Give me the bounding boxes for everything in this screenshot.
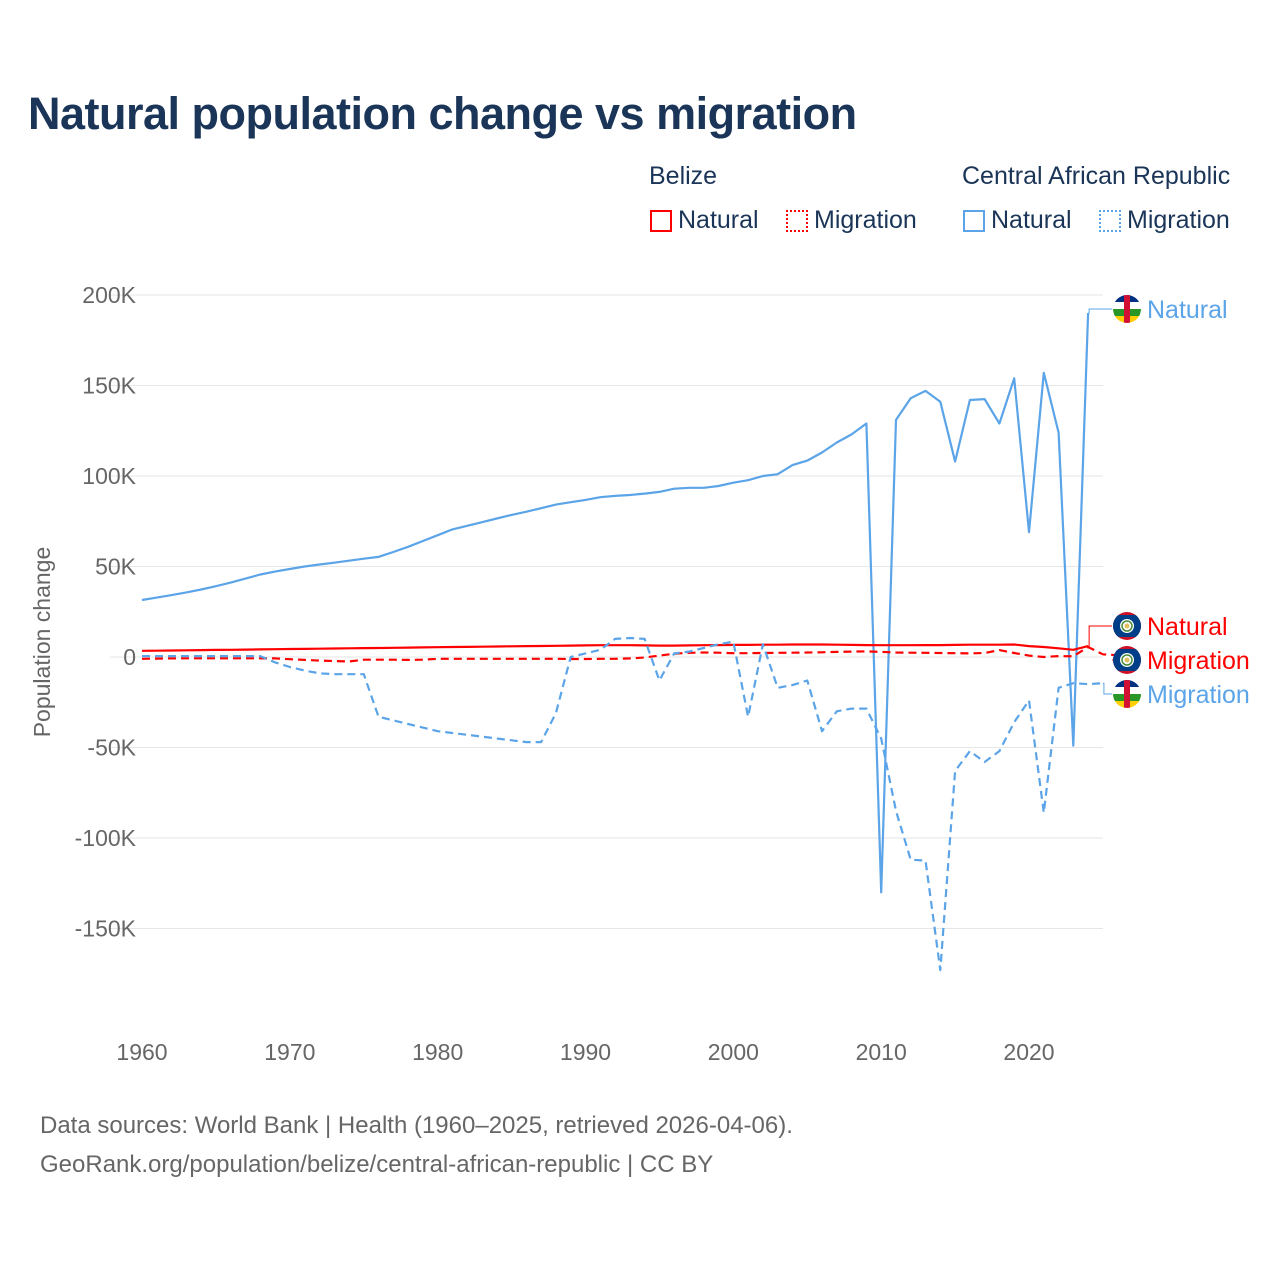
car-flag-icon: [1113, 295, 1141, 323]
y-axis-label: Population change: [29, 547, 55, 738]
x-tick-label: 2020: [1003, 1039, 1054, 1065]
y-tick-label: 100K: [82, 463, 136, 489]
y-tick-label: 200K: [82, 282, 136, 308]
series-end-label: Natural: [1147, 296, 1228, 324]
legend-car-natural[interactable]: Natural: [963, 206, 1072, 235]
label-connector: [1102, 682, 1112, 695]
belize-flag-icon: [1113, 646, 1141, 674]
x-tick-label: 1980: [412, 1039, 463, 1065]
source-link[interactable]: GeoRank.org/population/belize/central-af…: [40, 1151, 714, 1178]
label-connector: [1088, 308, 1112, 314]
footer: Data sources: World Bank | Health (1960–…: [40, 1106, 793, 1184]
legend-group-belize: Belize: [649, 162, 718, 190]
legend-belize-migration[interactable]: Migration: [786, 206, 917, 235]
chart-title: Natural population change vs migration: [28, 88, 857, 139]
x-tick-label: 1960: [116, 1039, 167, 1065]
y-tick-label: 0: [123, 644, 136, 670]
series-line-central-african-republic-natural: [141, 313, 1090, 894]
y-tick-label: 150K: [82, 373, 136, 399]
legend-label: Migration: [1127, 206, 1230, 234]
series-end-label: Natural: [1147, 613, 1228, 641]
label-connector: [1088, 625, 1112, 647]
solid-swatch-icon: [963, 209, 985, 232]
series-line-belize-natural: [141, 643, 1089, 652]
series-line-central-african-republic-migration: [142, 636, 1103, 972]
solid-swatch-icon: [650, 209, 672, 232]
y-tick-label: -150K: [75, 916, 137, 942]
legend-group-car: Central African Republic: [962, 162, 1231, 190]
legend-car-migration[interactable]: Migration: [1099, 206, 1230, 235]
car-flag-icon: [1113, 680, 1141, 708]
y-tick-label: -100K: [75, 825, 137, 851]
x-tick-label: 2000: [708, 1039, 759, 1065]
series-line-belize-migration: [141, 645, 1133, 663]
series-end-label: Migration: [1147, 681, 1250, 709]
line-chart: Population change 200K 150K 100K 50K 0 -50K -1…: [29, 282, 1250, 1065]
legend-label: Natural: [678, 206, 759, 234]
y-tick-label: 50K: [95, 554, 137, 580]
dotted-swatch-icon: [1099, 209, 1121, 232]
dotted-swatch-icon: [786, 209, 808, 232]
x-tick-label: 2010: [856, 1039, 907, 1065]
x-tick-label: 1990: [560, 1039, 611, 1065]
y-tick-label: -50K: [87, 735, 136, 761]
legend-label: Migration: [814, 206, 917, 234]
belize-flag-icon: [1113, 612, 1141, 640]
source-note: Data sources: World Bank | Health (1960–…: [40, 1112, 793, 1139]
legend-label: Natural: [991, 206, 1072, 234]
legend-belize-natural[interactable]: Natural: [650, 206, 759, 235]
x-tick-label: 1970: [264, 1039, 315, 1065]
series-end-label: Migration: [1147, 647, 1250, 675]
